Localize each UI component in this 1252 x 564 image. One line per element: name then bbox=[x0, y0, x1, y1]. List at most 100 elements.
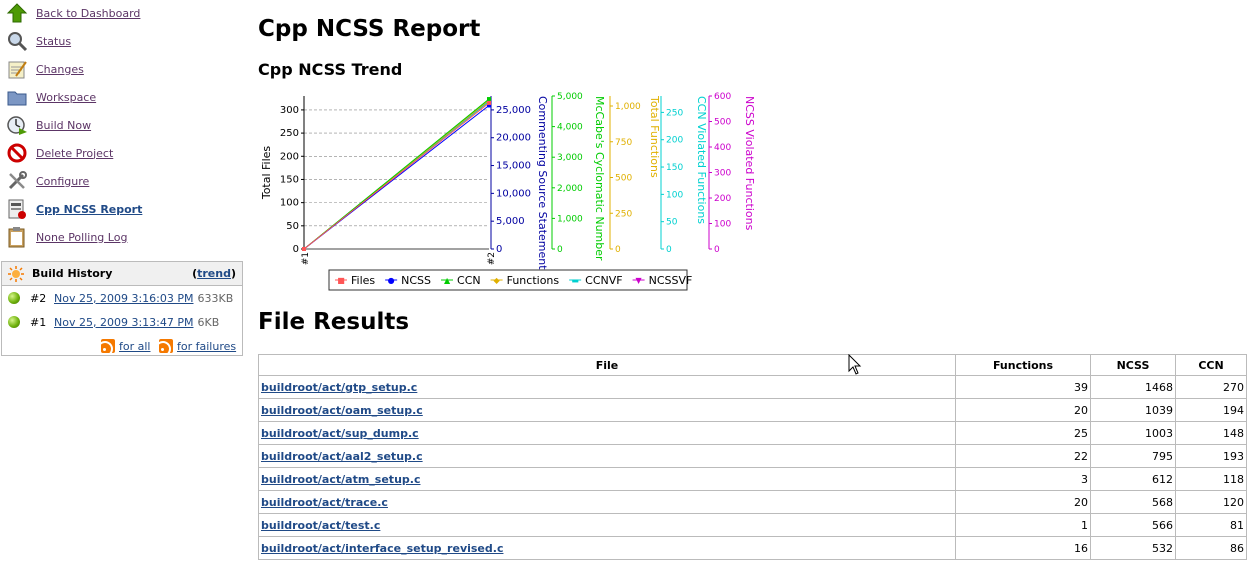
cell-file: buildroot/act/trace.c bbox=[258, 490, 956, 514]
build-date-link[interactable]: Nov 25, 2009 3:13:47 PM bbox=[54, 315, 194, 329]
sidebar-item-cpp-ncss-report[interactable]: Cpp NCSS Report bbox=[6, 197, 142, 221]
legend-label: NCSS bbox=[401, 274, 431, 287]
build-history-panel: Build History (trend) #2 Nov 25, 2009 3:… bbox=[1, 261, 243, 356]
tick-label: 10,000 bbox=[496, 188, 531, 199]
sidebar-item-label[interactable]: Back to Dashboard bbox=[36, 6, 141, 20]
trend-link-wrapper: (trend) bbox=[192, 267, 236, 280]
file-link[interactable]: buildroot/act/gtp_setup.c bbox=[261, 380, 418, 394]
sidebar-item-build-now[interactable]: Build Now bbox=[6, 113, 91, 137]
sidebar-item-label[interactable]: None Polling Log bbox=[36, 230, 128, 244]
sidebar-item-back-to-dashboard[interactable]: Back to Dashboard bbox=[6, 1, 140, 25]
sidebar-item-delete-project[interactable]: Delete Project bbox=[6, 141, 113, 165]
tick-label: 200 bbox=[714, 194, 731, 204]
header-functions[interactable]: Functions bbox=[955, 354, 1091, 376]
tick-label: 0 bbox=[293, 244, 299, 255]
mouse-cursor-icon bbox=[848, 354, 862, 375]
tick-label: 300 bbox=[280, 105, 299, 116]
success-ball-icon bbox=[8, 316, 20, 328]
sidebar-item-label[interactable]: Status bbox=[36, 34, 72, 48]
cell-file: buildroot/act/aal2_setup.c bbox=[258, 444, 956, 468]
sidebar-item-workspace[interactable]: Workspace bbox=[6, 85, 96, 109]
cell-ncss: 612 bbox=[1090, 467, 1176, 491]
cell-functions: 1 bbox=[955, 513, 1091, 537]
tick-label: 3,000 bbox=[557, 153, 583, 163]
table-row: buildroot/act/aal2_setup.c 22 795 193 bbox=[258, 444, 1247, 468]
sidebar-item-label[interactable]: Delete Project bbox=[36, 146, 114, 160]
cell-functions: 16 bbox=[955, 536, 1091, 560]
category-label: #2 bbox=[487, 252, 497, 265]
tick-label: 200 bbox=[280, 151, 299, 162]
trend-chart: 0 50 100 150 200 250 300 Total Files 0 5,000 10,00… bbox=[260, 92, 756, 291]
build-history-title: Build History bbox=[32, 267, 113, 280]
table-row: buildroot/act/sup_dump.c 25 1003 148 bbox=[258, 421, 1247, 445]
file-link[interactable]: buildroot/act/trace.c bbox=[261, 495, 388, 509]
tick-label: 500 bbox=[615, 174, 632, 184]
cell-file: buildroot/act/interface_setup_revised.c bbox=[258, 536, 956, 560]
sidebar-item-label[interactable]: Build Now bbox=[36, 118, 92, 132]
sidebar-item-label[interactable]: Changes bbox=[36, 62, 84, 76]
sidebar-item-changes[interactable]: Changes bbox=[6, 57, 84, 81]
cell-functions: 20 bbox=[955, 398, 1091, 422]
header-ncss[interactable]: NCSS bbox=[1090, 354, 1176, 376]
tick-label: 1,000 bbox=[557, 214, 583, 224]
axis-label: Total Functions bbox=[648, 95, 661, 178]
cell-file: buildroot/act/atm_setup.c bbox=[258, 467, 956, 491]
table-row: buildroot/act/test.c 1 566 81 bbox=[258, 513, 1247, 537]
trend-link[interactable]: trend bbox=[197, 267, 231, 280]
file-link[interactable]: buildroot/act/test.c bbox=[261, 518, 381, 532]
header-ccn[interactable]: CCN bbox=[1175, 354, 1247, 376]
cell-ccn: 120 bbox=[1175, 490, 1247, 514]
legend-box bbox=[328, 269, 688, 291]
file-results-table: File Functions NCSS CCN buildroot/act/gt… bbox=[258, 354, 1247, 560]
sidebar-item-label[interactable]: Workspace bbox=[36, 90, 97, 104]
cell-file: buildroot/act/test.c bbox=[258, 513, 956, 537]
build-size: 6KB bbox=[197, 315, 220, 329]
file-link[interactable]: buildroot/act/atm_setup.c bbox=[261, 472, 421, 486]
file-link[interactable]: buildroot/act/interface_setup_revised.c bbox=[261, 541, 504, 555]
file-link[interactable]: buildroot/act/oam_setup.c bbox=[261, 403, 423, 417]
tick-label: 150 bbox=[280, 174, 299, 185]
rss-all[interactable]: for all bbox=[101, 339, 150, 353]
tick-label: 250 bbox=[280, 128, 299, 139]
page-title: Cpp NCSS Report bbox=[258, 16, 481, 42]
cell-ccn: 118 bbox=[1175, 467, 1247, 491]
cell-ncss: 1468 bbox=[1090, 375, 1176, 399]
tick-label: 500 bbox=[714, 118, 731, 128]
file-link[interactable]: buildroot/act/aal2_setup.c bbox=[261, 449, 423, 463]
sidebar-item-configure[interactable]: Configure bbox=[6, 169, 89, 193]
tick-label: 100 bbox=[714, 220, 731, 230]
cell-functions: 39 bbox=[955, 375, 1091, 399]
rss-failures-link[interactable]: for failures bbox=[177, 339, 237, 353]
legend-marker: ▼ bbox=[636, 276, 643, 285]
tick-label: 25,000 bbox=[496, 105, 531, 116]
magnifier-icon bbox=[8, 32, 28, 52]
file-link[interactable]: buildroot/act/sup_dump.c bbox=[261, 426, 419, 440]
axis-label: McCabe's Cyclomatic Number bbox=[593, 96, 606, 261]
rss-all-link[interactable]: for all bbox=[119, 339, 151, 353]
cell-functions: 22 bbox=[955, 444, 1091, 468]
clock-play-icon bbox=[7, 116, 27, 135]
axis-label: NCSS Violated Functions bbox=[743, 96, 756, 231]
trend-close-paren: ) bbox=[230, 267, 236, 280]
rss-icon bbox=[159, 339, 173, 353]
sidebar-item-status[interactable]: Status bbox=[6, 29, 71, 53]
cell-ccn: 194 bbox=[1175, 398, 1247, 422]
sidebar-item-label[interactable]: Configure bbox=[36, 174, 90, 188]
build-date-link[interactable]: Nov 25, 2009 3:16:03 PM bbox=[54, 291, 194, 305]
tick-label: 1,000 bbox=[615, 102, 641, 112]
series-line bbox=[303, 102, 490, 250]
trend-title: Cpp NCSS Trend bbox=[258, 60, 403, 79]
tick-label: 0 bbox=[615, 245, 621, 255]
sidebar-item-polling-log[interactable]: None Polling Log bbox=[6, 225, 127, 249]
axis-label: Commenting Source Statements bbox=[536, 96, 549, 276]
legend-label: CCN bbox=[457, 274, 481, 287]
rss-failures[interactable]: for failures bbox=[159, 339, 236, 353]
table-row: buildroot/act/atm_setup.c 3 612 118 bbox=[258, 467, 1247, 491]
sidebar-item-label[interactable]: Cpp NCSS Report bbox=[36, 202, 143, 216]
tick-label: 15,000 bbox=[496, 161, 531, 172]
legend-label: Files bbox=[351, 274, 375, 287]
table-row: buildroot/act/interface_setup_revised.c 1… bbox=[258, 536, 1247, 560]
tick-label: 100 bbox=[280, 198, 299, 209]
build-number: #1 bbox=[30, 315, 47, 329]
build-row: #2 Nov 25, 2009 3:16:03 PM 633KB bbox=[8, 288, 233, 308]
